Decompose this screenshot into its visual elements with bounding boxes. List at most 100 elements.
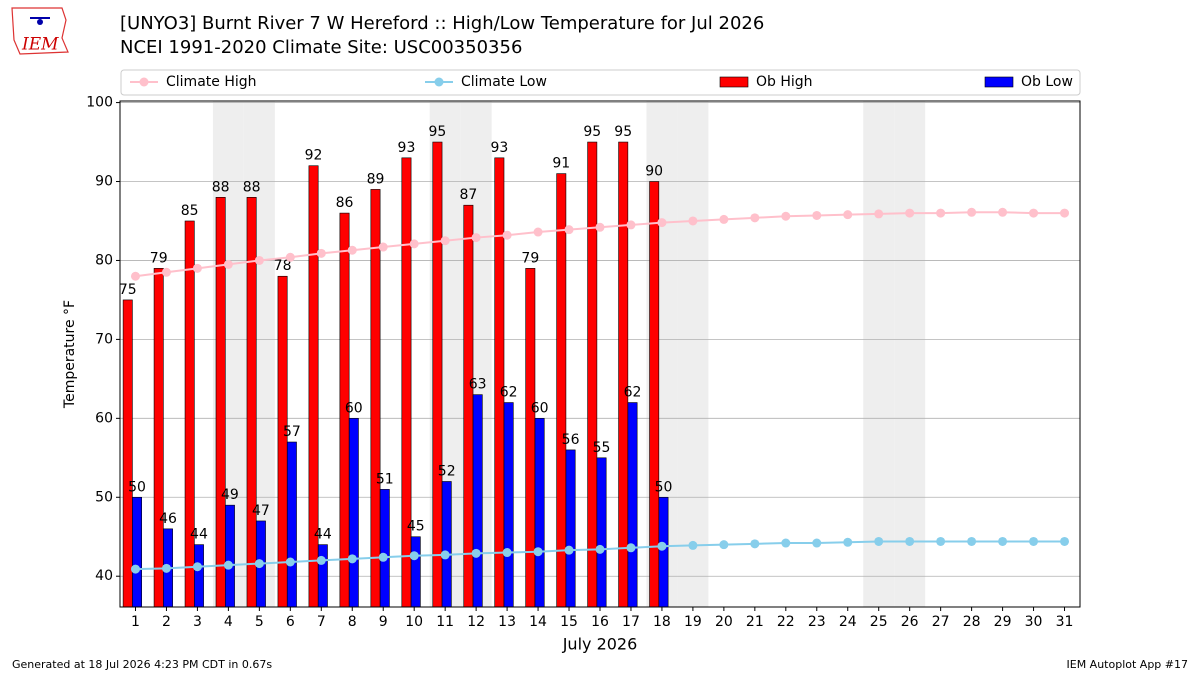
- point: [316, 555, 326, 565]
- point: [626, 220, 636, 230]
- x-tick-label: 24: [839, 614, 857, 630]
- point: [967, 536, 977, 546]
- bar: [463, 204, 474, 608]
- x-tick-label: 8: [348, 614, 357, 630]
- y-tick-label: 70: [95, 331, 113, 347]
- chart-subtitle: NCEI 1991-2020 Climate Site: USC00350356: [120, 37, 522, 58]
- point: [378, 552, 388, 562]
- bar: [525, 268, 536, 608]
- value-label: 78: [274, 258, 292, 274]
- point: [254, 559, 264, 569]
- bar: [534, 418, 545, 608]
- value-label: 46: [159, 511, 177, 527]
- y-tick-label: 100: [86, 95, 113, 111]
- x-tick-label: 12: [467, 614, 485, 630]
- point: [223, 560, 233, 570]
- x-tick-label: 30: [1025, 614, 1043, 630]
- weekend-shade: [863, 101, 895, 607]
- x-tick-label: 23: [808, 614, 826, 630]
- point: [347, 245, 357, 255]
- bar: [277, 275, 288, 608]
- x-tick-label: 20: [715, 614, 733, 630]
- value-label: 95: [583, 124, 601, 140]
- point: [130, 564, 140, 574]
- point: [967, 207, 977, 217]
- value-label: 52: [438, 463, 456, 479]
- bar: [596, 457, 607, 608]
- y-tick-label: 50: [95, 489, 113, 505]
- bar: [618, 141, 629, 608]
- point: [688, 216, 698, 226]
- point: [688, 540, 698, 550]
- x-tick-label: 27: [932, 614, 950, 630]
- x-tick-label: 15: [560, 614, 578, 630]
- bar: [658, 496, 669, 608]
- point: [998, 207, 1008, 217]
- bar: [224, 504, 235, 608]
- bar: [649, 181, 660, 608]
- point: [533, 227, 543, 237]
- value-label: 56: [562, 432, 580, 448]
- x-tick-label: 9: [379, 614, 388, 630]
- point: [936, 208, 946, 218]
- point: [1029, 536, 1039, 546]
- point: [812, 210, 822, 220]
- value-label: 55: [593, 440, 611, 456]
- x-tick-label: 18: [653, 614, 671, 630]
- bar: [472, 394, 483, 608]
- value-label: 79: [150, 250, 168, 266]
- point: [161, 267, 171, 277]
- point: [440, 236, 450, 246]
- point: [781, 211, 791, 221]
- point: [812, 538, 822, 548]
- bar: [246, 197, 257, 608]
- value-label: 89: [367, 171, 385, 187]
- point: [130, 271, 140, 281]
- bar: [494, 157, 505, 608]
- bar: [286, 441, 297, 608]
- point: [471, 233, 481, 243]
- point: [998, 536, 1008, 546]
- point: [223, 259, 233, 269]
- point: [409, 551, 419, 561]
- point: [502, 230, 512, 240]
- legend-marker: [139, 77, 149, 87]
- value-label: 62: [624, 385, 642, 401]
- point: [409, 239, 419, 249]
- bar: [565, 449, 576, 608]
- y-axis-label: Temperature °F: [62, 300, 78, 409]
- x-axis-label: July 2026: [562, 635, 638, 654]
- value-label: 44: [314, 527, 332, 543]
- logo: IEM: [11, 7, 69, 55]
- bar: [194, 544, 204, 608]
- value-label: 44: [190, 527, 208, 543]
- point: [936, 536, 946, 546]
- x-tick-label: 7: [317, 614, 326, 630]
- value-label: 63: [469, 377, 487, 393]
- point: [719, 214, 729, 224]
- value-label: 60: [531, 400, 549, 416]
- value-label: 90: [645, 164, 663, 180]
- value-label: 95: [429, 124, 447, 140]
- point: [750, 213, 760, 223]
- x-tick-label: 4: [224, 614, 233, 630]
- point: [626, 543, 636, 553]
- bar: [432, 141, 443, 608]
- bar: [556, 173, 567, 608]
- bar: [503, 402, 514, 608]
- x-tick-label: 21: [746, 614, 764, 630]
- x-tick-label: 19: [684, 614, 702, 630]
- point: [502, 548, 512, 558]
- value-label: 62: [500, 385, 518, 401]
- legend-label: Climate Low: [461, 74, 547, 90]
- value-label: 93: [490, 140, 508, 156]
- point: [595, 544, 605, 554]
- value-label: 91: [552, 156, 570, 172]
- value-label: 45: [407, 519, 425, 535]
- y-tick-label: 60: [95, 410, 113, 426]
- logo-text: IEM: [21, 35, 59, 55]
- value-label: 75: [119, 282, 137, 298]
- point: [564, 225, 574, 235]
- x-tick-label: 22: [777, 614, 795, 630]
- bar: [370, 189, 381, 608]
